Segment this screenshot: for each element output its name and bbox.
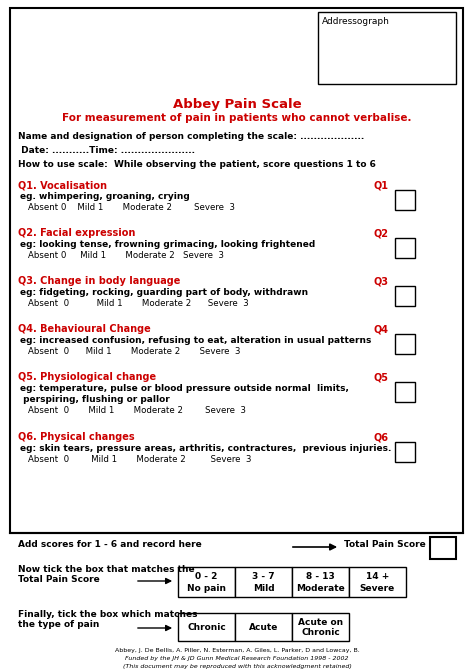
Bar bbox=[292, 567, 349, 597]
Text: 8 - 13: 8 - 13 bbox=[306, 572, 335, 581]
Text: Absent  0        Mild 1       Moderate 2         Severe  3: Absent 0 Mild 1 Moderate 2 Severe 3 bbox=[28, 455, 252, 464]
Text: Acute on: Acute on bbox=[298, 618, 343, 627]
Text: Severe: Severe bbox=[360, 584, 395, 593]
Text: Total Pain Score: Total Pain Score bbox=[344, 540, 426, 549]
Text: Q5: Q5 bbox=[374, 372, 389, 382]
Text: 14 +: 14 + bbox=[366, 572, 389, 581]
Text: eg: looking tense, frowning grimacing, looking frightened: eg: looking tense, frowning grimacing, l… bbox=[20, 240, 315, 249]
Bar bbox=[395, 442, 415, 462]
Text: Absent  0      Mild 1       Moderate 2       Severe  3: Absent 0 Mild 1 Moderate 2 Severe 3 bbox=[28, 347, 240, 356]
Text: Chronic: Chronic bbox=[301, 628, 340, 637]
Bar bbox=[235, 567, 292, 597]
Text: Finally, tick the box which matches: Finally, tick the box which matches bbox=[18, 610, 198, 619]
Text: Date: ...........Time: ......................: Date: ...........Time: .................… bbox=[18, 146, 195, 155]
Text: eg: increased confusion, refusing to eat, alteration in usual patterns: eg: increased confusion, refusing to eat… bbox=[20, 336, 371, 345]
Text: No pain: No pain bbox=[187, 584, 226, 593]
Text: Q2: Q2 bbox=[374, 228, 389, 238]
Text: the type of pain: the type of pain bbox=[18, 620, 100, 629]
Bar bbox=[395, 190, 415, 210]
Text: Funded by the JH & JD Gunn Medical Research Foundation 1998 - 2002: Funded by the JH & JD Gunn Medical Resea… bbox=[125, 656, 349, 661]
Text: Absent  0          Mild 1       Moderate 2      Severe  3: Absent 0 Mild 1 Moderate 2 Severe 3 bbox=[28, 299, 249, 308]
Text: Absent  0       Mild 1       Moderate 2        Severe  3: Absent 0 Mild 1 Moderate 2 Severe 3 bbox=[28, 406, 246, 415]
Text: Abbey, J. De Bellis, A. Piller, N. Esterman, A. Giles, L. Parker, D and Lowcay, : Abbey, J. De Bellis, A. Piller, N. Ester… bbox=[115, 648, 359, 653]
Bar bbox=[235, 613, 292, 641]
Bar bbox=[349, 567, 406, 597]
Text: Absent 0     Mild 1       Moderate 2   Severe  3: Absent 0 Mild 1 Moderate 2 Severe 3 bbox=[28, 251, 224, 260]
Text: eg: temperature, pulse or blood pressure outside normal  limits,: eg: temperature, pulse or blood pressure… bbox=[20, 384, 349, 393]
Bar bbox=[395, 382, 415, 402]
Bar bbox=[430, 537, 456, 559]
Text: 0 - 2: 0 - 2 bbox=[195, 572, 218, 581]
Text: Q3: Q3 bbox=[374, 276, 389, 286]
Text: Q2. Facial expression: Q2. Facial expression bbox=[18, 228, 136, 238]
Text: Q4: Q4 bbox=[374, 324, 389, 334]
Bar bbox=[10, 8, 463, 533]
Text: Mild: Mild bbox=[253, 584, 274, 593]
Text: Q1: Q1 bbox=[374, 180, 389, 190]
Bar bbox=[292, 613, 349, 641]
Text: How to use scale:  While observing the patient, score questions 1 to 6: How to use scale: While observing the pa… bbox=[18, 160, 376, 169]
Text: Q6. Physical changes: Q6. Physical changes bbox=[18, 432, 135, 442]
Text: Now tick the box that matches the: Now tick the box that matches the bbox=[18, 565, 195, 574]
Text: 3 - 7: 3 - 7 bbox=[252, 572, 275, 581]
Text: Addressograph: Addressograph bbox=[322, 17, 390, 26]
Text: Moderate: Moderate bbox=[296, 584, 345, 593]
Text: Name and designation of person completing the scale: ...................: Name and designation of person completin… bbox=[18, 132, 364, 141]
Text: (This document may be reproduced with this acknowledgment retained): (This document may be reproduced with th… bbox=[123, 664, 351, 669]
Text: Q3. Change in body language: Q3. Change in body language bbox=[18, 276, 181, 286]
Text: eg: fidgeting, rocking, guarding part of body, withdrawn: eg: fidgeting, rocking, guarding part of… bbox=[20, 288, 308, 297]
Text: Acute: Acute bbox=[249, 623, 278, 632]
Text: Chronic: Chronic bbox=[187, 623, 226, 632]
Text: For measurement of pain in patients who cannot verbalise.: For measurement of pain in patients who … bbox=[62, 113, 412, 123]
Text: perspiring, flushing or pallor: perspiring, flushing or pallor bbox=[20, 395, 170, 404]
Bar bbox=[178, 567, 235, 597]
Text: Q6: Q6 bbox=[374, 432, 389, 442]
Bar bbox=[395, 286, 415, 306]
Text: eg. whimpering, groaning, crying: eg. whimpering, groaning, crying bbox=[20, 192, 190, 201]
Text: Q4. Behavioural Change: Q4. Behavioural Change bbox=[18, 324, 151, 334]
Text: Total Pain Score: Total Pain Score bbox=[18, 575, 100, 584]
Text: eg: skin tears, pressure areas, arthritis, contractures,  previous injuries.: eg: skin tears, pressure areas, arthriti… bbox=[20, 444, 392, 453]
Bar bbox=[318, 12, 456, 84]
Text: Q1. Vocalisation: Q1. Vocalisation bbox=[18, 180, 107, 190]
Bar bbox=[395, 238, 415, 258]
Text: Abbey Pain Scale: Abbey Pain Scale bbox=[173, 98, 301, 111]
Text: Q5. Physiological change: Q5. Physiological change bbox=[18, 372, 156, 382]
Text: Absent 0    Mild 1       Moderate 2        Severe  3: Absent 0 Mild 1 Moderate 2 Severe 3 bbox=[28, 203, 235, 212]
Bar bbox=[395, 334, 415, 354]
Text: Add scores for 1 - 6 and record here: Add scores for 1 - 6 and record here bbox=[18, 540, 202, 549]
Bar bbox=[178, 613, 235, 641]
